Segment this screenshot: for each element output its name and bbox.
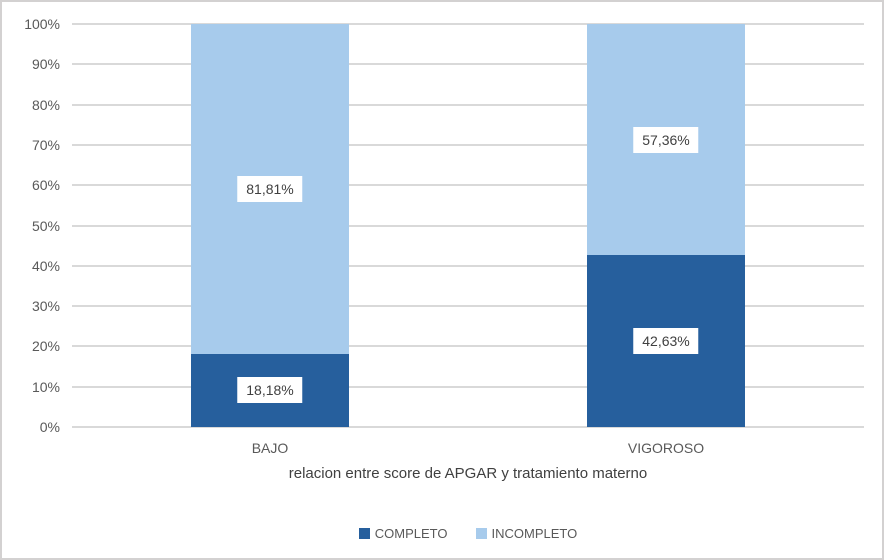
category-label-vigoroso: VIGOROSO <box>627 440 705 456</box>
gridline <box>72 305 864 308</box>
legend-swatch-icon <box>358 528 370 539</box>
data-label-completo-vigoroso: 42,63% <box>633 328 699 355</box>
y-axis-tick-label: 60% <box>31 177 60 194</box>
legend-swatch-icon <box>475 528 487 539</box>
y-axis-tick-label: 100% <box>24 16 60 32</box>
legend-item-incompleto: INCOMPLETO <box>475 526 578 541</box>
gridline <box>72 63 864 66</box>
gridline <box>72 264 864 267</box>
gridline <box>72 224 864 227</box>
data-label-incompleto-bajo: 81,81% <box>237 175 303 202</box>
plot-area: 18,18% 81,81% 42,63% 57,36% <box>72 23 864 428</box>
y-axis-tick-label: 30% <box>31 298 60 315</box>
x-axis-title: relacion entre score de APGAR y tratamie… <box>288 465 648 482</box>
bar-vigoroso: 42,63% 57,36% <box>587 24 745 427</box>
legend-item-completo: COMPLETO <box>358 526 448 541</box>
data-label-incompleto-vigoroso: 57,36% <box>633 126 699 153</box>
gridline <box>72 184 864 187</box>
y-axis-tick-label: 80% <box>31 96 60 113</box>
gridline <box>72 23 864 25</box>
gridline <box>72 345 864 348</box>
category-label-bajo: BAJO <box>251 440 289 456</box>
legend-label: COMPLETO <box>374 526 448 541</box>
gridline <box>72 385 864 388</box>
gridline <box>72 426 864 428</box>
bar-bajo: 18,18% 81,81% <box>191 24 349 427</box>
gridline <box>72 103 864 106</box>
y-axis-tick-label: 90% <box>31 56 60 73</box>
y-axis-tick-label: 40% <box>31 257 60 274</box>
legend: COMPLETO INCOMPLETO <box>72 526 864 541</box>
gridline <box>72 143 864 146</box>
y-axis-tick-label: 20% <box>31 338 60 355</box>
y-axis-tick-label: 70% <box>31 136 60 153</box>
data-label-completo-bajo: 18,18% <box>237 377 303 404</box>
y-axis-tick-label: 10% <box>31 378 60 395</box>
legend-label: INCOMPLETO <box>491 526 578 541</box>
y-axis-tick-label: 50% <box>31 217 60 234</box>
y-axis-tick-label: 0% <box>39 419 60 435</box>
